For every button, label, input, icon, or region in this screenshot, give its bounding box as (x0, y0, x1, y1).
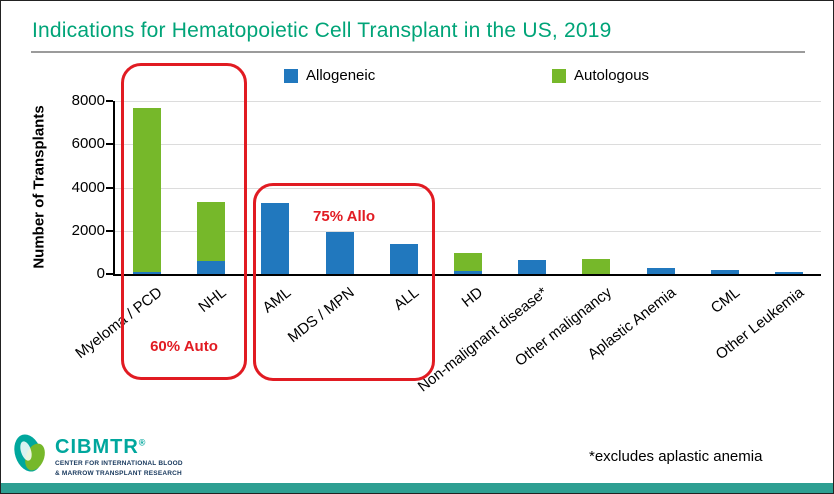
cibmtr-logo-icon (13, 432, 49, 479)
bar-segment-autologous (197, 202, 225, 261)
footnote: *excludes aplastic anemia (589, 448, 763, 465)
annotation-box-60-auto: 60% Auto (121, 63, 247, 380)
y-tick-mark (106, 273, 113, 275)
annotation-label-75-allo: 75% Allo (313, 208, 375, 225)
legend-item-allogeneic: Allogeneic (284, 67, 375, 84)
bar-segment-allogeneic (711, 270, 739, 274)
page-title: Indications for Hematopoietic Cell Trans… (32, 19, 612, 42)
x-axis-label: HD (458, 284, 487, 311)
cibmtr-logo-name: CIBMTR® (55, 435, 147, 458)
annotation-box-75-allo: 75% Allo (253, 183, 435, 381)
y-tick-label: 8000 (71, 92, 105, 109)
legend-label-autologous: Autologous (574, 67, 650, 84)
bar-segment-allogeneic (133, 272, 161, 274)
y-tick-mark (106, 100, 113, 102)
y-tick-label: 2000 (71, 221, 105, 239)
legend-item-autologous: Autologous (552, 67, 649, 84)
bar-segment-allogeneic (390, 244, 418, 274)
y-tick-label: 6000 (71, 135, 105, 153)
y-axis-title: Number of Transplants (30, 105, 48, 269)
x-axis-label: Non-malignant disease* (414, 284, 551, 396)
bar-segment-autologous (582, 259, 610, 274)
gridline (115, 101, 821, 102)
x-axis-label: CML (707, 284, 744, 317)
cibmtr-logo-text: CIBMTR® CENTER FOR INTERNATIONAL BLOOD &… (55, 432, 183, 478)
legend-label-allogeneic: Allogeneic (306, 67, 376, 84)
bar-segment-autologous (454, 253, 482, 271)
bar-segment-allogeneic (454, 271, 482, 274)
gridline (115, 187, 821, 189)
y-tick-mark (106, 186, 113, 189)
cibmtr-logo: CIBMTR® CENTER FOR INTERNATIONAL BLOOD &… (13, 432, 183, 479)
y-tick-mark (106, 229, 113, 232)
title-divider (31, 51, 805, 53)
allogeneic-swatch (284, 68, 298, 83)
cibmtr-tagline-line2: & MARROW TRANSPLANT RESEARCH (55, 469, 182, 477)
plot-area: 0 2000 4000 6000 8000 Myeloma / PCD NHL AML MDS … (72, 92, 821, 395)
y-tick-mark (106, 143, 113, 146)
bar-segment-allogeneic (326, 232, 354, 274)
bar-segment-allogeneic (775, 272, 803, 274)
registered-mark: ® (138, 437, 147, 447)
bar-segment-allogeneic (261, 203, 289, 274)
bar-segment-allogeneic (518, 260, 546, 274)
gridline (115, 230, 821, 232)
y-tick-label: 0 (96, 265, 105, 282)
bar-segment-autologous (133, 108, 161, 272)
bar-segment-allogeneic (197, 261, 225, 274)
bar-segment-allogeneic (647, 268, 675, 274)
annotation-label-60-auto: 60% Auto (150, 338, 218, 355)
autologous-swatch (552, 68, 566, 83)
y-tick-label: 4000 (71, 178, 105, 196)
footer-accent-bar (1, 483, 833, 493)
gridline (115, 144, 821, 146)
cibmtr-tagline-line1: CENTER FOR INTERNATIONAL BLOOD (55, 459, 183, 467)
